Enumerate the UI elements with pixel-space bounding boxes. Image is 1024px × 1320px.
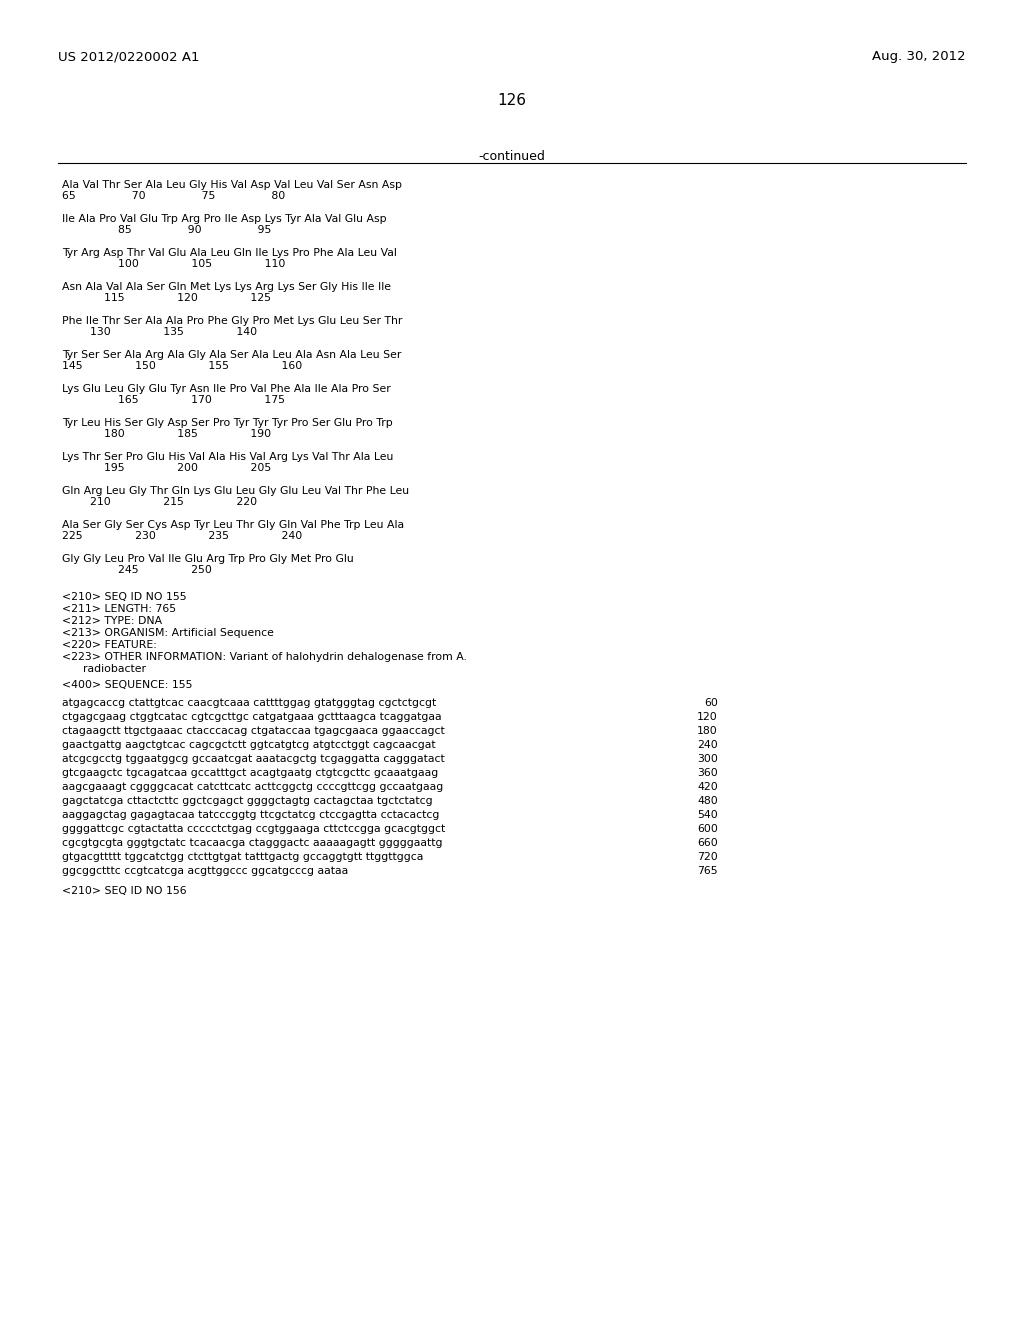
- Text: atgagcaccg ctattgtcac caacgtcaaa cattttggag gtatgggtag cgctctgcgt: atgagcaccg ctattgtcac caacgtcaaa cattttg…: [62, 698, 436, 708]
- Text: Gln Arg Leu Gly Thr Gln Lys Glu Leu Gly Glu Leu Val Thr Phe Leu: Gln Arg Leu Gly Thr Gln Lys Glu Leu Gly …: [62, 486, 410, 496]
- Text: 180: 180: [697, 726, 718, 737]
- Text: 360: 360: [697, 768, 718, 777]
- Text: 240: 240: [697, 741, 718, 750]
- Text: Tyr Arg Asp Thr Val Glu Ala Leu Gln Ile Lys Pro Phe Ala Leu Val: Tyr Arg Asp Thr Val Glu Ala Leu Gln Ile …: [62, 248, 397, 257]
- Text: Ile Ala Pro Val Glu Trp Arg Pro Ile Asp Lys Tyr Ala Val Glu Asp: Ile Ala Pro Val Glu Trp Arg Pro Ile Asp …: [62, 214, 387, 224]
- Text: <213> ORGANISM: Artificial Sequence: <213> ORGANISM: Artificial Sequence: [62, 628, 273, 638]
- Text: Gly Gly Leu Pro Val Ile Glu Arg Trp Pro Gly Met Pro Glu: Gly Gly Leu Pro Val Ile Glu Arg Trp Pro …: [62, 554, 353, 564]
- Text: ctagaagctt ttgctgaaac ctacccacag ctgataccaa tgagcgaaca ggaaccagct: ctagaagctt ttgctgaaac ctacccacag ctgatac…: [62, 726, 444, 737]
- Text: Lys Thr Ser Pro Glu His Val Ala His Val Arg Lys Val Thr Ala Leu: Lys Thr Ser Pro Glu His Val Ala His Val …: [62, 451, 393, 462]
- Text: 225               230               235               240: 225 230 235 240: [62, 531, 302, 541]
- Text: 720: 720: [697, 851, 718, 862]
- Text: atcgcgcctg tggaatggcg gccaatcgat aaatacgctg tcgaggatta cagggatact: atcgcgcctg tggaatggcg gccaatcgat aaatacg…: [62, 754, 444, 764]
- Text: gagctatcga cttactcttc ggctcgagct ggggctagtg cactagctaa tgctctatcg: gagctatcga cttactcttc ggctcgagct ggggcta…: [62, 796, 432, 807]
- Text: <220> FEATURE:: <220> FEATURE:: [62, 640, 157, 649]
- Text: gtgacgttttt tggcatctgg ctcttgtgat tatttgactg gccaggtgtt ttggttggca: gtgacgttttt tggcatctgg ctcttgtgat tatttg…: [62, 851, 423, 862]
- Text: 165               170               175: 165 170 175: [62, 395, 285, 405]
- Text: 480: 480: [697, 796, 718, 807]
- Text: Ala Ser Gly Ser Cys Asp Tyr Leu Thr Gly Gln Val Phe Trp Leu Ala: Ala Ser Gly Ser Cys Asp Tyr Leu Thr Gly …: [62, 520, 404, 531]
- Text: Phe Ile Thr Ser Ala Ala Pro Phe Gly Pro Met Lys Glu Leu Ser Thr: Phe Ile Thr Ser Ala Ala Pro Phe Gly Pro …: [62, 315, 402, 326]
- Text: aagcgaaagt cggggcacat catcttcatc acttcggctg ccccgttcgg gccaatgaag: aagcgaaagt cggggcacat catcttcatc acttcgg…: [62, 781, 443, 792]
- Text: 180               185               190: 180 185 190: [62, 429, 271, 440]
- Text: 765: 765: [697, 866, 718, 876]
- Text: <211> LENGTH: 765: <211> LENGTH: 765: [62, 605, 176, 614]
- Text: Ala Val Thr Ser Ala Leu Gly His Val Asp Val Leu Val Ser Asn Asp: Ala Val Thr Ser Ala Leu Gly His Val Asp …: [62, 180, 402, 190]
- Text: ggggattcgc cgtactatta ccccctctgag ccgtggaaga cttctccgga gcacgtggct: ggggattcgc cgtactatta ccccctctgag ccgtgg…: [62, 824, 445, 834]
- Text: 145               150               155               160: 145 150 155 160: [62, 360, 302, 371]
- Text: radiobacter: radiobacter: [62, 664, 146, 675]
- Text: 195               200               205: 195 200 205: [62, 463, 271, 473]
- Text: Aug. 30, 2012: Aug. 30, 2012: [872, 50, 966, 63]
- Text: ctgagcgaag ctggtcatac cgtcgcttgc catgatgaaa gctttaagca tcaggatgaa: ctgagcgaag ctggtcatac cgtcgcttgc catgatg…: [62, 711, 441, 722]
- Text: -continued: -continued: [478, 150, 546, 162]
- Text: gtcgaagctc tgcagatcaa gccatttgct acagtgaatg ctgtcgcttc gcaaatgaag: gtcgaagctc tgcagatcaa gccatttgct acagtga…: [62, 768, 438, 777]
- Text: Tyr Ser Ser Ala Arg Ala Gly Ala Ser Ala Leu Ala Asn Ala Leu Ser: Tyr Ser Ser Ala Arg Ala Gly Ala Ser Ala …: [62, 350, 401, 360]
- Text: 65                70                75                80: 65 70 75 80: [62, 191, 286, 201]
- Text: ggcggctttc ccgtcatcga acgttggccc ggcatgcccg aataa: ggcggctttc ccgtcatcga acgttggccc ggcatgc…: [62, 866, 348, 876]
- Text: <400> SEQUENCE: 155: <400> SEQUENCE: 155: [62, 680, 193, 690]
- Text: 660: 660: [697, 838, 718, 847]
- Text: 210               215               220: 210 215 220: [62, 498, 257, 507]
- Text: gaactgattg aagctgtcac cagcgctctt ggtcatgtcg atgtcctggt cagcaacgat: gaactgattg aagctgtcac cagcgctctt ggtcatg…: [62, 741, 435, 750]
- Text: 85                90                95: 85 90 95: [62, 224, 271, 235]
- Text: 245               250: 245 250: [62, 565, 212, 576]
- Text: 300: 300: [697, 754, 718, 764]
- Text: 115               120               125: 115 120 125: [62, 293, 271, 304]
- Text: Tyr Leu His Ser Gly Asp Ser Pro Tyr Tyr Tyr Pro Ser Glu Pro Trp: Tyr Leu His Ser Gly Asp Ser Pro Tyr Tyr …: [62, 418, 393, 428]
- Text: US 2012/0220002 A1: US 2012/0220002 A1: [58, 50, 200, 63]
- Text: 120: 120: [697, 711, 718, 722]
- Text: <212> TYPE: DNA: <212> TYPE: DNA: [62, 616, 162, 626]
- Text: 126: 126: [498, 92, 526, 108]
- Text: aaggagctag gagagtacaa tatcccggtg ttcgctatcg ctccgagtta cctacactcg: aaggagctag gagagtacaa tatcccggtg ttcgcta…: [62, 810, 439, 820]
- Text: 60: 60: [705, 698, 718, 708]
- Text: <223> OTHER INFORMATION: Variant of halohydrin dehalogenase from A.: <223> OTHER INFORMATION: Variant of halo…: [62, 652, 467, 663]
- Text: Asn Ala Val Ala Ser Gln Met Lys Lys Arg Lys Ser Gly His Ile Ile: Asn Ala Val Ala Ser Gln Met Lys Lys Arg …: [62, 282, 391, 292]
- Text: 600: 600: [697, 824, 718, 834]
- Text: 540: 540: [697, 810, 718, 820]
- Text: 130               135               140: 130 135 140: [62, 327, 257, 337]
- Text: 420: 420: [697, 781, 718, 792]
- Text: <210> SEQ ID NO 155: <210> SEQ ID NO 155: [62, 591, 186, 602]
- Text: <210> SEQ ID NO 156: <210> SEQ ID NO 156: [62, 886, 186, 896]
- Text: Lys Glu Leu Gly Glu Tyr Asn Ile Pro Val Phe Ala Ile Ala Pro Ser: Lys Glu Leu Gly Glu Tyr Asn Ile Pro Val …: [62, 384, 391, 393]
- Text: 100               105               110: 100 105 110: [62, 259, 286, 269]
- Text: cgcgtgcgta gggtgctatc tcacaacga ctagggactc aaaaagagtt gggggaattg: cgcgtgcgta gggtgctatc tcacaacga ctagggac…: [62, 838, 442, 847]
